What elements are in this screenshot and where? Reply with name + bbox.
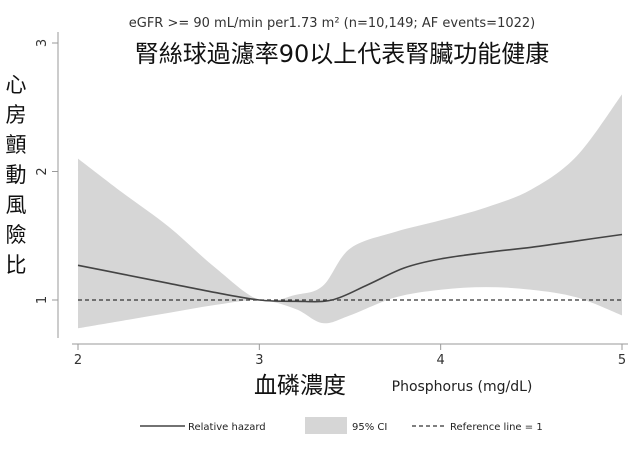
x-axis-label-zh: 血磷濃度	[254, 373, 346, 399]
y-tick-label: 2	[35, 167, 50, 175]
x-axis-label: Phosphorus (mg/dL)	[392, 379, 533, 395]
y-axis-label: 心房顫動風險比	[6, 73, 27, 277]
legend-relative-hazard-label: Relative hazard	[188, 422, 266, 433]
x-tick-label: 4	[437, 353, 445, 368]
legend-reference-label: Reference line = 1	[450, 422, 543, 433]
legend-ci-swatch	[305, 417, 347, 434]
legend: Relative hazard 95% CI Reference line = …	[140, 417, 543, 434]
x-tick-label: 3	[255, 353, 263, 368]
hazard-line	[77, 233, 623, 303]
ci-band-layer	[78, 94, 622, 329]
y-ticks: 1 2 3	[35, 39, 58, 304]
x-tick-label: 2	[74, 353, 82, 368]
hazard-line-layer	[77, 233, 623, 303]
legend-ci-label: 95% CI	[352, 422, 387, 433]
chart-subtitle: eGFR >= 90 mL/min per1.73 m² (n=10,149; …	[129, 16, 535, 31]
x-ticks: 2 3 4 5	[74, 344, 626, 368]
ci-band	[78, 94, 622, 329]
x-tick-label: 5	[618, 353, 626, 368]
chart-title: 腎絲球過濾率90以上代表腎臟功能健康	[135, 40, 550, 68]
y-tick-label: 3	[35, 39, 50, 47]
y-tick-label: 1	[35, 296, 50, 304]
